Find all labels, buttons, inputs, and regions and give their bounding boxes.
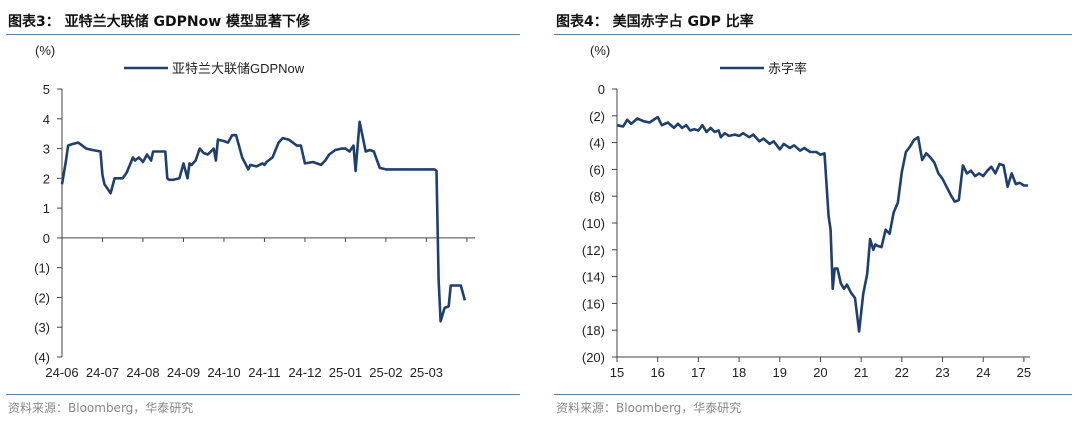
source-rule [6, 394, 520, 395]
y-tick-label: 2 [43, 171, 50, 186]
x-tick-label: 21 [854, 365, 868, 380]
y-tick-label: 3 [43, 142, 50, 157]
y-tick-label: (1) [34, 261, 50, 276]
legend-label: 赤字率 [768, 61, 807, 76]
title-rule [6, 34, 520, 35]
y-tick-label: (8) [589, 189, 605, 204]
x-tick-label: 23 [935, 365, 949, 380]
title-rule [554, 34, 1072, 35]
y-tick-label: 5 [43, 82, 50, 97]
x-tick-label: 20 [813, 365, 827, 380]
deficit-line-chart: 0 (2) (4) (6) (8) (10) (12) (14) (16) (18) (20) (%)… [582, 43, 1031, 380]
x-tick-label: 22 [895, 365, 909, 380]
y-unit-label: (%) [35, 43, 55, 58]
y-unit-label: (%) [590, 43, 610, 58]
y-tick-label: (16) [582, 296, 605, 311]
y-tick-label: 4 [43, 112, 50, 127]
x-tick-label: 24-08 [126, 365, 159, 380]
x-tick-label: 25-03 [410, 365, 443, 380]
y-tick-label: (12) [582, 243, 605, 258]
x-tick-label: 24 [976, 365, 990, 380]
series-line [616, 115, 1028, 333]
y-tick-label: (10) [582, 216, 605, 231]
x-tick-label: 25-01 [329, 365, 362, 380]
y-tick-label: (20) [582, 350, 605, 365]
chart-title: 图表4： 美国赤字占 GDP 比率 [556, 14, 754, 30]
y-tick-label: (2) [589, 109, 605, 124]
panel-deficit: 图表4： 美国赤字占 GDP 比率 0 (2) (4) (6) (8) (10) (12) (… [548, 0, 1080, 423]
x-tick-label: 19 [773, 365, 787, 380]
x-tick-label: 18 [732, 365, 746, 380]
y-tick-label: 1 [43, 201, 50, 216]
y-tick-label: (14) [582, 270, 605, 285]
source-note: 资料来源：Bloomberg，华泰研究 [8, 401, 194, 415]
source-note: 资料来源：Bloomberg，华泰研究 [556, 401, 742, 415]
x-tick-label: 25-02 [369, 365, 402, 380]
x-tick-label: 24-12 [288, 365, 321, 380]
x-tick-label: 24-09 [167, 365, 200, 380]
source-rule [554, 394, 1072, 395]
x-tick-label: 16 [650, 365, 664, 380]
y-tick-label: (4) [34, 350, 50, 365]
panel-gdpnow: 图表3： 亚特兰大联储 GDPNow 模型显著下修 5 4 3 2 1 0 (1) (2) (3… [0, 0, 528, 423]
series-line [60, 120, 467, 323]
x-tick-label: 15 [610, 365, 624, 380]
x-tick-label: 24-10 [207, 365, 240, 380]
gdpnow-line-chart: 5 4 3 2 1 0 (1) (2) (3) (4) (%) 24-06 24-07 24-08 24-0… [34, 43, 475, 380]
x-tick-label: 24-07 [86, 365, 119, 380]
chart-title: 图表3： 亚特兰大联储 GDPNow 模型显著下修 [8, 14, 311, 30]
x-tick-label: 17 [691, 365, 705, 380]
y-tick-label: (4) [589, 136, 605, 151]
y-tick-label: 0 [598, 82, 605, 97]
y-tick-label: (18) [582, 323, 605, 338]
y-tick-label: (3) [34, 320, 50, 335]
x-tick-label: 25 [1017, 365, 1031, 380]
x-tick-label: 24-11 [248, 365, 280, 380]
x-tick-label: 24-06 [45, 365, 78, 380]
y-tick-label: (6) [589, 162, 605, 177]
legend-label: 亚特兰大联储GDPNow [172, 61, 305, 76]
y-tick-label: 0 [43, 231, 50, 246]
y-tick-label: (2) [34, 290, 50, 305]
